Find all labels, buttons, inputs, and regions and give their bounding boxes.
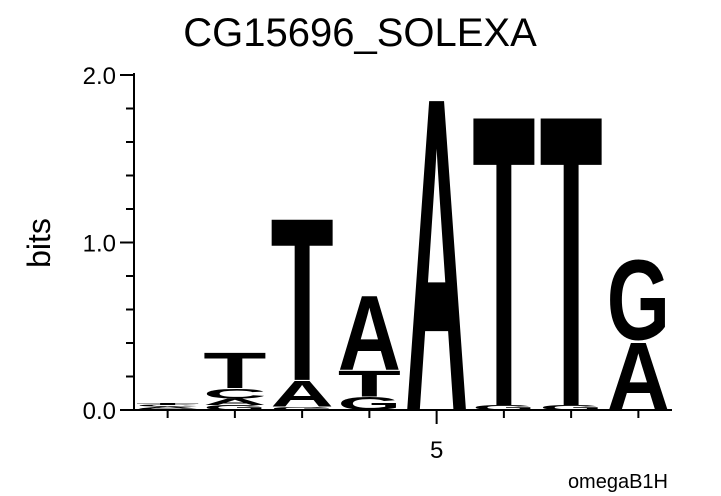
- y-axis-label: bits: [21, 218, 57, 268]
- chart-title: CG15696_SOLEXA: [183, 11, 537, 55]
- logo-letter: T: [540, 30, 603, 495]
- logo-letter: G: [607, 237, 670, 365]
- logo-letter: A: [136, 406, 199, 409]
- logo-letter: C: [136, 405, 199, 408]
- logo-letter: T: [338, 363, 401, 404]
- logo-letter: A: [338, 273, 401, 393]
- logo-letter: T: [203, 342, 266, 399]
- logo-letter: A: [203, 397, 266, 407]
- y-tick-label: 0.0: [83, 398, 116, 425]
- logo-letter: G: [338, 393, 401, 414]
- logo-letter: C: [203, 386, 266, 402]
- y-tick-label: 2.0: [83, 63, 116, 90]
- logo-letter: T: [271, 169, 334, 429]
- logo-letter: A: [607, 322, 670, 431]
- logo-letter: G: [203, 404, 266, 412]
- logo-letter: G: [136, 408, 199, 411]
- logo-letter: T: [472, 30, 535, 495]
- logo-letter: A: [405, 4, 468, 496]
- logo-letter: G: [472, 404, 535, 412]
- logo-letter: G: [540, 404, 603, 412]
- logo-letter: A: [271, 373, 334, 414]
- x-tick-label: 5: [430, 437, 443, 464]
- annotation: omegaB1H: [568, 471, 668, 493]
- y-tick-label: 1.0: [83, 231, 116, 258]
- logo-letter: G: [271, 406, 334, 411]
- logo-letter: T: [136, 403, 199, 406]
